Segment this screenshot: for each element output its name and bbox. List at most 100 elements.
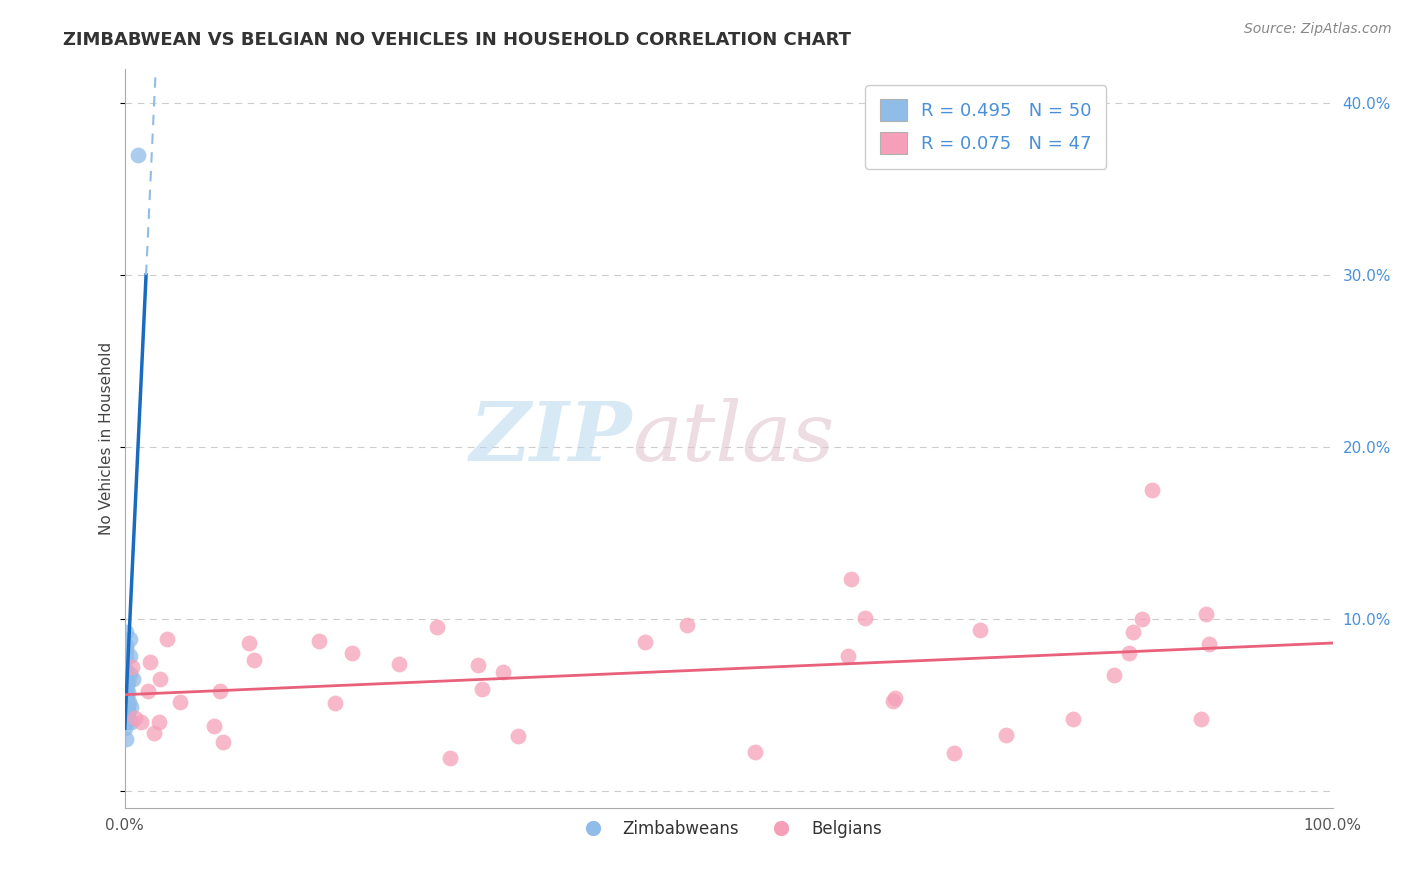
Point [114, 681, 136, 695]
Point [115, 690, 138, 705]
Point [853, 611, 876, 625]
Point [115, 698, 138, 713]
Point [837, 648, 859, 663]
Point [209, 684, 232, 698]
Point [1194, 607, 1216, 621]
Point [115, 671, 138, 685]
Point [114, 670, 136, 684]
Point [129, 715, 152, 730]
Point [114, 678, 136, 692]
Point [242, 653, 264, 667]
Point [491, 665, 513, 680]
Point [1102, 668, 1125, 682]
Point [115, 664, 138, 678]
Point [127, 147, 149, 161]
Point [340, 646, 363, 660]
Point [426, 620, 449, 634]
Point [467, 658, 489, 673]
Point [142, 726, 165, 740]
Point [1198, 637, 1220, 651]
Text: ZIP: ZIP [470, 399, 633, 478]
Point [1132, 612, 1154, 626]
Point [308, 634, 330, 648]
Point [120, 700, 142, 714]
Point [169, 695, 191, 709]
Point [118, 695, 141, 709]
Point [634, 634, 657, 648]
Point [839, 572, 862, 586]
Point [471, 681, 494, 696]
Point [994, 728, 1017, 742]
Point [118, 632, 141, 646]
Point [139, 655, 162, 669]
Point [136, 684, 159, 698]
Point [114, 699, 136, 714]
Point [943, 746, 966, 760]
Point [388, 657, 411, 671]
Point [115, 644, 138, 658]
Point [117, 699, 139, 714]
Point [115, 702, 138, 716]
Point [1062, 712, 1084, 726]
Point [884, 691, 907, 706]
Point [1118, 646, 1140, 660]
Point [115, 677, 138, 691]
Y-axis label: No Vehicles in Household: No Vehicles in Household [100, 342, 114, 535]
Legend: Zimbabweans, Belgians: Zimbabweans, Belgians [569, 814, 889, 845]
Point [117, 705, 139, 719]
Point [114, 706, 136, 721]
Point [114, 715, 136, 730]
Point [676, 618, 699, 632]
Point [115, 708, 138, 723]
Point [114, 693, 136, 707]
Point [149, 672, 172, 686]
Point [124, 711, 146, 725]
Point [202, 719, 225, 733]
Point [117, 685, 139, 699]
Point [115, 638, 138, 652]
Point [115, 697, 138, 711]
Point [969, 623, 991, 637]
Point [114, 664, 136, 678]
Point [117, 713, 139, 727]
Point [439, 751, 461, 765]
Point [114, 640, 136, 655]
Point [882, 694, 904, 708]
Point [148, 715, 170, 730]
Point [323, 696, 346, 710]
Point [115, 683, 138, 698]
Point [744, 745, 766, 759]
Point [115, 650, 138, 665]
Point [1122, 624, 1144, 639]
Point [115, 677, 138, 691]
Point [120, 714, 142, 729]
Text: Source: ZipAtlas.com: Source: ZipAtlas.com [1244, 22, 1392, 37]
Point [1189, 712, 1212, 726]
Point [118, 648, 141, 663]
Point [122, 672, 145, 686]
Point [115, 686, 138, 700]
Point [114, 690, 136, 705]
Point [114, 684, 136, 698]
Point [114, 714, 136, 729]
Point [114, 686, 136, 700]
Point [114, 722, 136, 736]
Text: atlas: atlas [633, 399, 835, 478]
Point [114, 625, 136, 640]
Text: ZIMBABWEAN VS BELGIAN NO VEHICLES IN HOUSEHOLD CORRELATION CHART: ZIMBABWEAN VS BELGIAN NO VEHICLES IN HOU… [63, 31, 851, 49]
Point [115, 674, 138, 689]
Point [114, 732, 136, 747]
Point [115, 673, 138, 687]
Point [114, 677, 136, 691]
Point [1140, 483, 1163, 497]
Point [117, 688, 139, 702]
Point [115, 707, 138, 722]
Point [211, 735, 233, 749]
Point [121, 660, 143, 674]
Point [156, 632, 179, 646]
Point [117, 705, 139, 719]
Point [114, 692, 136, 706]
Point [238, 636, 260, 650]
Point [117, 675, 139, 690]
Point [118, 667, 141, 681]
